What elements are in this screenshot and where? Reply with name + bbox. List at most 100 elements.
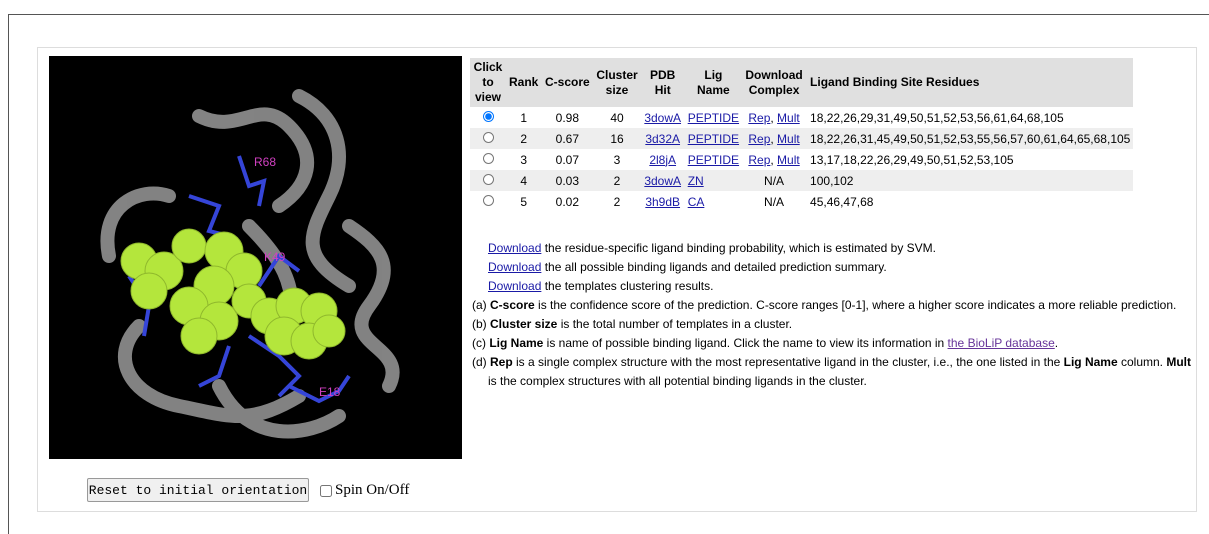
radio-cell <box>470 107 506 128</box>
link[interactable]: Rep <box>748 132 770 146</box>
pdb-hit-cell: 3dowA <box>641 107 685 128</box>
frame-border <box>8 14 9 534</box>
rank: 4 <box>506 170 541 191</box>
pdb-hit-cell: 3dowA <box>641 170 685 191</box>
c-score: 0.03 <box>541 170 593 191</box>
lig-name-link[interactable]: PEPTIDE <box>688 132 739 146</box>
page: R68K49E18 Reset to initial orientation S… <box>0 0 1209 534</box>
residue-label: E18 <box>319 385 341 399</box>
link[interactable]: Mult <box>777 111 800 125</box>
cluster-size: 3 <box>593 149 640 170</box>
column-header: Cluster size <box>593 58 640 107</box>
c-score: 0.07 <box>541 149 593 170</box>
reset-button[interactable]: Reset to initial orientation <box>87 478 309 502</box>
pdb-hit-link[interactable]: 3d32A <box>645 132 680 146</box>
note: (d) Rep is a single complex structure wi… <box>472 353 1194 391</box>
lig-name-cell: PEPTIDE <box>685 128 742 149</box>
frame-border <box>8 14 1209 15</box>
pdb-hit-link[interactable]: 3h9dB <box>645 195 680 209</box>
lig-name-link[interactable]: CA <box>688 195 705 209</box>
c-score: 0.02 <box>541 191 593 212</box>
bold-term: Lig Name <box>489 336 543 350</box>
view-radio[interactable] <box>483 132 494 143</box>
binding-residues: 18,22,26,29,31,49,50,51,52,53,56,61,64,6… <box>806 107 1133 128</box>
lig-name-link[interactable]: ZN <box>688 174 704 188</box>
text: N/A <box>764 174 784 188</box>
text: the templates clustering results. <box>541 279 713 293</box>
pdb-hit-link[interactable]: 2l8jA <box>649 153 676 167</box>
spin-checkbox[interactable] <box>320 485 332 497</box>
lig-name-cell: PEPTIDE <box>685 107 742 128</box>
note: (c) Lig Name is name of possible binding… <box>472 334 1194 353</box>
text: the residue-specific ligand binding prob… <box>541 241 936 255</box>
text: (d) <box>472 355 490 369</box>
download-cell: Rep, Mult <box>742 107 806 128</box>
lig-name-cell: CA <box>685 191 742 212</box>
link[interactable]: the BioLiP database <box>948 336 1055 350</box>
c-score: 0.98 <box>541 107 593 128</box>
text: is the confidence score of the predictio… <box>535 298 1177 312</box>
download-cell: Rep, Mult <box>742 149 806 170</box>
view-radio[interactable] <box>483 174 494 185</box>
bold-term: C-score <box>490 298 535 312</box>
residue-label: K49 <box>264 250 286 264</box>
view-radio[interactable] <box>483 195 494 206</box>
cluster-size: 2 <box>593 191 640 212</box>
link[interactable]: Download <box>488 260 541 274</box>
lig-name-link[interactable]: PEPTIDE <box>688 153 739 167</box>
link[interactable]: Download <box>488 241 541 255</box>
column-header: C-score <box>541 58 593 107</box>
binding-residues: 13,17,18,22,26,29,49,50,51,52,53,105 <box>806 149 1133 170</box>
link[interactable]: Rep <box>748 153 770 167</box>
link[interactable]: Download <box>488 279 541 293</box>
column-header: Click to view <box>470 58 506 107</box>
rank: 3 <box>506 149 541 170</box>
pdb-hit-cell: 3d32A <box>641 128 685 149</box>
binding-residues: 18,22,26,31,45,49,50,51,52,53,55,56,57,6… <box>806 128 1133 149</box>
text: is the total number of templates in a cl… <box>557 317 792 331</box>
column-header: PDB Hit <box>641 58 685 107</box>
c-score: 0.67 <box>541 128 593 149</box>
note: (b) Cluster size is the total number of … <box>472 315 1194 334</box>
text: the all possible binding ligands and det… <box>541 260 886 274</box>
pdb-hit-link[interactable]: 3dowA <box>644 174 681 188</box>
spin-toggle[interactable]: Spin On/Off <box>320 482 409 499</box>
rank: 2 <box>506 128 541 149</box>
download-line: Download the templates clustering result… <box>472 277 1194 296</box>
view-radio[interactable] <box>483 111 494 122</box>
download-line: Download the all possible binding ligand… <box>472 258 1194 277</box>
text: (b) <box>472 317 490 331</box>
text: column. <box>1118 355 1167 369</box>
column-header: Download Complex <box>742 58 806 107</box>
lig-name-link[interactable]: PEPTIDE <box>688 111 739 125</box>
view-radio[interactable] <box>483 153 494 164</box>
rank: 5 <box>506 191 541 212</box>
link[interactable]: Mult <box>777 132 800 146</box>
text: (a) <box>472 298 490 312</box>
radio-cell <box>470 149 506 170</box>
radio-cell <box>470 170 506 191</box>
cluster-size: 40 <box>593 107 640 128</box>
link[interactable]: Mult <box>777 153 800 167</box>
text: is name of possible binding ligand. Clic… <box>543 336 947 350</box>
link[interactable]: Rep <box>748 111 770 125</box>
download-cell: N/A <box>742 170 806 191</box>
pdb-hit-cell: 3h9dB <box>641 191 685 212</box>
binding-residues: 45,46,47,68 <box>806 191 1133 212</box>
radio-cell <box>470 128 506 149</box>
notes: Download the residue-specific ligand bin… <box>472 239 1194 391</box>
bold-term: Cluster size <box>490 317 557 331</box>
rank: 1 <box>506 107 541 128</box>
text: N/A <box>764 195 784 209</box>
bold-term: Lig Name <box>1064 355 1118 369</box>
pdb-hit-link[interactable]: 3dowA <box>644 111 681 125</box>
pdb-hit-cell: 2l8jA <box>641 149 685 170</box>
